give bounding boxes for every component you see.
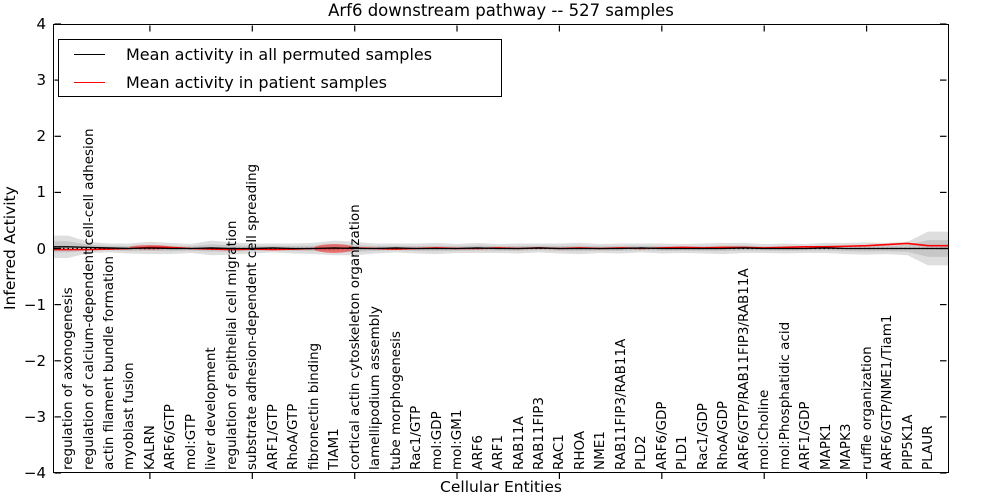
chart-title: Arf6 downstream pathway -- 527 samples [328, 1, 674, 20]
x-axis-label: Cellular Entities [440, 478, 562, 496]
y-tick-label: 1 [36, 183, 46, 202]
y-tick-label: 3 [36, 71, 46, 90]
legend-item: Mean activity in all permuted samples [59, 42, 501, 66]
y-tick-label: −3 [23, 407, 46, 426]
plot-area [53, 24, 949, 473]
legend-item: Mean activity in patient samples [59, 70, 501, 94]
legend-label: Mean activity in patient samples [126, 72, 387, 92]
legend-line-swatch [74, 81, 105, 83]
y-tick-label: −2 [23, 351, 46, 370]
y-tick-label: 2 [36, 127, 46, 146]
legend: Mean activity in all permuted samples Mea… [58, 39, 502, 97]
y-tick-label: 4 [36, 15, 46, 33]
legend-label: Mean activity in all permuted samples [126, 44, 433, 64]
permuted-mean-line [54, 246, 948, 250]
y-tick-label: −1 [23, 295, 46, 314]
legend-line-swatch [74, 53, 105, 55]
y-tick-label: 0 [36, 239, 46, 258]
y-tick-label: −4 [23, 464, 46, 482]
